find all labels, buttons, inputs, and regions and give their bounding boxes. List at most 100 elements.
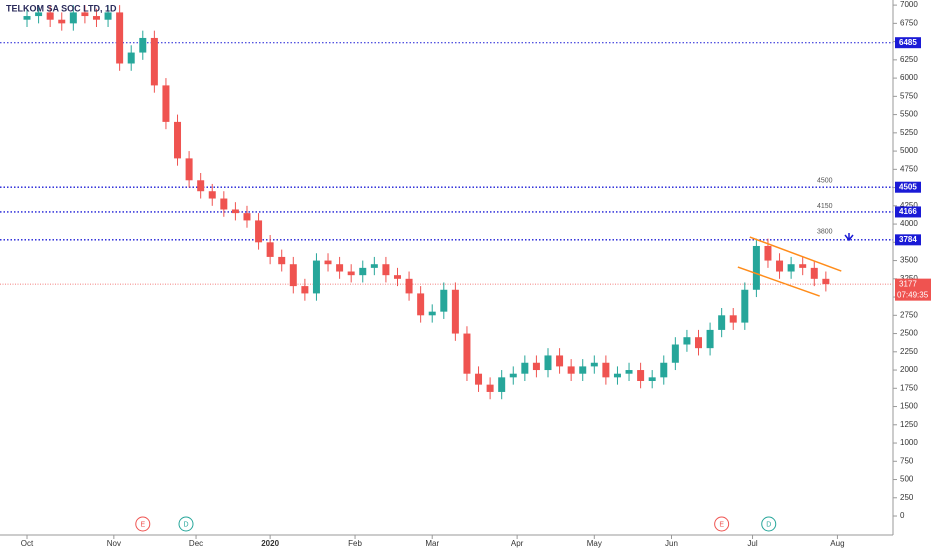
candle-body: [243, 213, 251, 221]
candle-body: [590, 362, 598, 367]
event-label: D: [766, 521, 771, 528]
candle-body: [752, 245, 760, 290]
candle-body: [463, 333, 471, 374]
candle-body: [46, 12, 54, 20]
candle-body: [127, 52, 135, 64]
candle-body: [498, 377, 506, 392]
candle-body: [162, 85, 170, 122]
level-badge-label: 3784: [899, 235, 917, 244]
candle-body: [255, 220, 263, 243]
y-tick-label: 1000: [900, 438, 918, 447]
y-tick-label: 2250: [900, 347, 918, 356]
candle-body: [660, 362, 668, 378]
event-marker: [135, 516, 151, 532]
y-tick-label: 750: [900, 456, 914, 465]
x-tick-label: Mar: [425, 539, 439, 548]
candle-body: [683, 337, 691, 345]
y-tick-label: 6250: [900, 55, 918, 64]
y-tick-label: 5000: [900, 146, 918, 155]
candle-body: [428, 311, 436, 316]
event-label: E: [719, 521, 724, 528]
candle-body: [104, 12, 112, 20]
candle-body: [359, 267, 367, 276]
candle-body: [150, 37, 158, 86]
candle-body: [370, 264, 378, 268]
candle-body: [706, 329, 714, 349]
candle-body: [382, 264, 390, 276]
y-tick-label: 3500: [900, 256, 918, 265]
candle-body: [567, 366, 575, 374]
candle-body: [579, 366, 587, 374]
price-badge-label: 3177: [899, 279, 917, 288]
x-tick-label: Oct: [21, 539, 34, 548]
price-badge: [895, 278, 931, 301]
candle-body: [787, 264, 795, 272]
candle-body: [440, 289, 448, 312]
y-tick-label: 2500: [900, 329, 918, 338]
candle-body: [451, 289, 459, 334]
event-label: D: [183, 521, 188, 528]
level-badge-label: 6485: [899, 38, 917, 47]
y-tick-label: 6000: [900, 73, 918, 82]
candle-body: [266, 242, 274, 257]
candle-body: [116, 12, 124, 64]
candle-body: [544, 355, 552, 371]
candle-body: [81, 12, 89, 17]
level-badge: [895, 37, 921, 49]
x-tick-label: Nov: [107, 539, 121, 548]
candle-body: [324, 260, 332, 265]
channel-line: [749, 236, 842, 272]
arrow-icon: [844, 233, 854, 242]
y-tick-label: 0: [900, 511, 905, 520]
candle-body: [475, 373, 483, 385]
candle-body: [393, 275, 401, 279]
candle-body: [509, 373, 517, 378]
x-tick-label: May: [587, 539, 602, 548]
x-tick-label: Apr: [511, 539, 524, 548]
y-tick-label: 6750: [900, 18, 918, 27]
candle-body: [231, 209, 239, 214]
level-badge-label: 4505: [899, 182, 917, 191]
candle-body: [625, 370, 633, 374]
event-marker: [714, 516, 730, 532]
candle-body: [613, 373, 621, 378]
candle-body: [69, 12, 77, 24]
candle-body: [417, 293, 425, 316]
level-badge: [895, 181, 921, 193]
candle-body: [799, 264, 807, 268]
candle-body: [23, 16, 31, 20]
candle-body: [729, 315, 737, 323]
candle-body: [185, 158, 193, 181]
candle-body: [220, 198, 228, 210]
candle-body: [139, 37, 147, 53]
candle-body: [810, 267, 818, 279]
x-tick-label: Jul: [747, 539, 757, 548]
level-text: 4150: [817, 203, 833, 210]
y-tick-label: 4250: [900, 201, 918, 210]
candle-body: [58, 19, 66, 24]
candle-body: [602, 362, 610, 378]
y-tick-label: 1500: [900, 402, 918, 411]
level-text: 3800: [817, 229, 833, 236]
countdown-label: 07:49:35: [897, 290, 929, 299]
level-badge: [895, 206, 921, 218]
x-tick-label: Jun: [665, 539, 678, 548]
candle-body: [822, 278, 830, 285]
y-tick-label: 3250: [900, 274, 918, 283]
candle-body: [92, 16, 100, 20]
candle-body: [648, 377, 656, 381]
candle-body: [278, 256, 286, 265]
event-marker: [178, 516, 194, 532]
candle-body: [174, 121, 182, 159]
candle-body: [486, 384, 494, 392]
candle-body: [718, 315, 726, 330]
candle-body: [35, 12, 43, 17]
y-tick-label: 1250: [900, 420, 918, 429]
candle-body: [741, 289, 749, 323]
y-tick-label: 2750: [900, 310, 918, 319]
level-badge-label: 4166: [899, 207, 917, 216]
event-label: E: [140, 521, 145, 528]
candle-body: [312, 260, 320, 294]
candle-body: [521, 362, 529, 374]
